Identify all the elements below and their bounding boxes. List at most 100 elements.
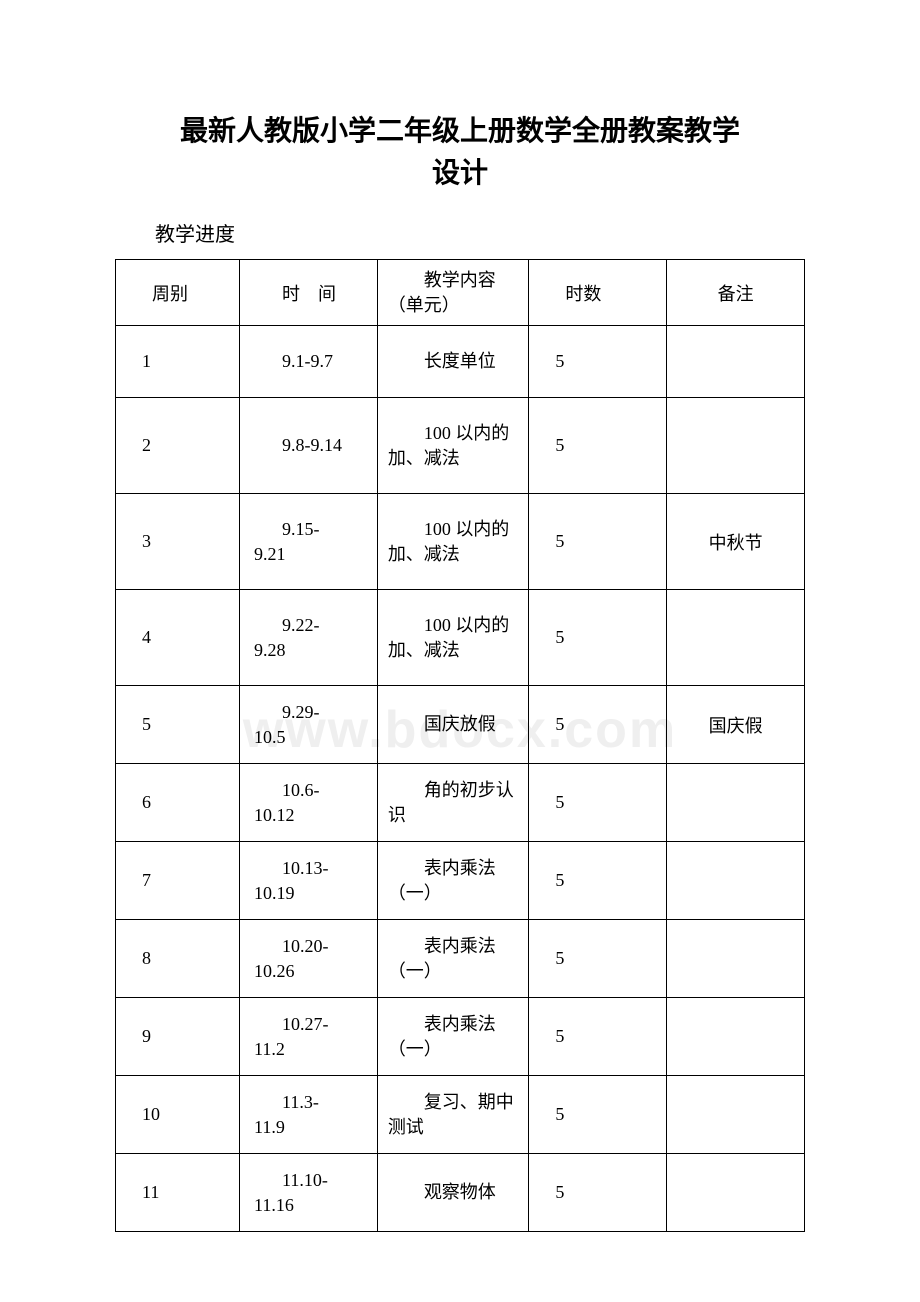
hours-value: 5 — [529, 531, 666, 552]
header-hours: 时数 — [529, 260, 667, 326]
cell-content: 复习、期中测试 — [377, 1076, 529, 1154]
table-row: 910.27-11.2表内乘法（一）5 — [116, 998, 805, 1076]
cell-content: 表内乘法（一） — [377, 842, 529, 920]
content-value: 表内乘法（一） — [378, 848, 529, 913]
cell-note — [667, 920, 805, 998]
hours-value: 5 — [529, 1104, 666, 1125]
table-row: 610.6-10.12角的初步认识5 — [116, 764, 805, 842]
table-row: 59.29-10.5国庆放假5国庆假 — [116, 686, 805, 764]
cell-week: 1 — [116, 326, 240, 398]
note-value: 中秋节 — [709, 533, 763, 553]
cell-content: 表内乘法（一） — [377, 998, 529, 1076]
cell-content: 角的初步认识 — [377, 764, 529, 842]
cell-hours: 5 — [529, 398, 667, 494]
cell-content: 表内乘法（一） — [377, 920, 529, 998]
cell-note — [667, 590, 805, 686]
week-value: 8 — [116, 948, 239, 969]
cell-week: 7 — [116, 842, 240, 920]
cell-hours: 5 — [529, 326, 667, 398]
cell-week: 8 — [116, 920, 240, 998]
content-value: 观察物体 — [378, 1172, 529, 1212]
cell-content: 国庆放假 — [377, 686, 529, 764]
time-value: 9.22-9.28 — [240, 603, 377, 672]
cell-hours: 5 — [529, 764, 667, 842]
cell-week: 5 — [116, 686, 240, 764]
cell-note — [667, 398, 805, 494]
cell-time: 10.20-10.26 — [240, 920, 378, 998]
cell-hours: 5 — [529, 1076, 667, 1154]
cell-content: 长度单位 — [377, 326, 529, 398]
cell-week: 6 — [116, 764, 240, 842]
cell-time: 9.8-9.14 — [240, 398, 378, 494]
hours-value: 5 — [529, 351, 666, 372]
week-value: 11 — [116, 1182, 239, 1203]
cell-week: 3 — [116, 494, 240, 590]
cell-week: 9 — [116, 998, 240, 1076]
cell-time: 10.13-10.19 — [240, 842, 378, 920]
cell-week: 10 — [116, 1076, 240, 1154]
time-value: 9.8-9.14 — [240, 435, 377, 456]
week-value: 2 — [116, 435, 239, 456]
hours-value: 5 — [529, 792, 666, 813]
cell-hours: 5 — [529, 842, 667, 920]
cell-hours: 5 — [529, 590, 667, 686]
table-row: 710.13-10.19表内乘法（一）5 — [116, 842, 805, 920]
cell-time: 9.29-10.5 — [240, 686, 378, 764]
cell-note: 国庆假 — [667, 686, 805, 764]
table-row: 1111.10-11.16观察物体5 — [116, 1154, 805, 1232]
hours-value: 5 — [529, 435, 666, 456]
schedule-table: 周别 时 间 教学内容（单元） 时数 备注 19.1-9.7长度单位529.8-… — [115, 259, 805, 1232]
cell-week: 2 — [116, 398, 240, 494]
header-week: 周别 — [116, 260, 240, 326]
table-row: 29.8-9.14100 以内的加、减法5 — [116, 398, 805, 494]
week-value: 4 — [116, 627, 239, 648]
cell-time: 10.6-10.12 — [240, 764, 378, 842]
week-value: 3 — [116, 531, 239, 552]
page-title: 最新人教版小学二年级上册数学全册教案教学 设计 — [115, 110, 805, 194]
time-value: 11.3-11.9 — [240, 1080, 377, 1149]
table-row: 810.20-10.26表内乘法（一）5 — [116, 920, 805, 998]
cell-content: 100 以内的加、减法 — [377, 398, 529, 494]
week-value: 5 — [116, 714, 239, 735]
cell-hours: 5 — [529, 998, 667, 1076]
cell-note: 中秋节 — [667, 494, 805, 590]
content-value: 表内乘法（一） — [378, 1004, 529, 1069]
cell-note — [667, 764, 805, 842]
time-value: 10.20-10.26 — [240, 924, 377, 993]
header-note: 备注 — [667, 260, 805, 326]
title-line-1: 最新人教版小学二年级上册数学全册教案教学 — [180, 115, 740, 146]
time-value: 9.29-10.5 — [240, 690, 377, 759]
hours-value: 5 — [529, 1026, 666, 1047]
cell-hours: 5 — [529, 494, 667, 590]
cell-time: 10.27-11.2 — [240, 998, 378, 1076]
content-value: 角的初步认识 — [378, 770, 529, 835]
cell-content: 100 以内的加、减法 — [377, 494, 529, 590]
content-value: 国庆放假 — [378, 704, 529, 744]
cell-note — [667, 1154, 805, 1232]
header-content: 教学内容（单元） — [377, 260, 529, 326]
note-value: 国庆假 — [709, 716, 763, 736]
cell-note — [667, 842, 805, 920]
content-value: 复习、期中测试 — [378, 1082, 529, 1147]
cell-time: 9.1-9.7 — [240, 326, 378, 398]
hours-value: 5 — [529, 1182, 666, 1203]
table-row: 1011.3-11.9复习、期中测试5 — [116, 1076, 805, 1154]
content-value: 长度单位 — [378, 341, 529, 381]
week-value: 1 — [116, 351, 239, 372]
header-time: 时 间 — [240, 260, 378, 326]
hours-value: 5 — [529, 627, 666, 648]
content-value: 表内乘法（一） — [378, 926, 529, 991]
cell-time: 9.15-9.21 — [240, 494, 378, 590]
document-page: 最新人教版小学二年级上册数学全册教案教学 设计 教学进度 周别 时 间 教学内容… — [0, 0, 920, 1232]
cell-week: 11 — [116, 1154, 240, 1232]
time-value: 10.13-10.19 — [240, 846, 377, 915]
cell-content: 观察物体 — [377, 1154, 529, 1232]
time-value: 9.15-9.21 — [240, 507, 377, 576]
week-value: 9 — [116, 1026, 239, 1047]
cell-time: 11.3-11.9 — [240, 1076, 378, 1154]
cell-content: 100 以内的加、减法 — [377, 590, 529, 686]
cell-week: 4 — [116, 590, 240, 686]
content-value: 100 以内的加、减法 — [378, 605, 529, 670]
table-row: 49.22-9.28100 以内的加、减法5 — [116, 590, 805, 686]
cell-time: 11.10-11.16 — [240, 1154, 378, 1232]
